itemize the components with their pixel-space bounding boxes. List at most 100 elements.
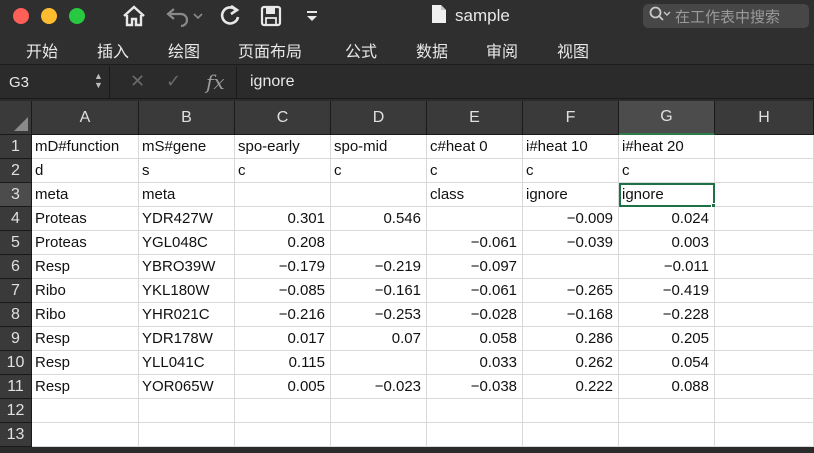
cell-e13[interactable] <box>427 423 523 447</box>
cell-a10[interactable]: Resp <box>32 351 139 375</box>
cell-g5[interactable]: 0.003 <box>619 231 715 255</box>
cell-a1[interactable]: mD#function <box>32 135 139 159</box>
cell-e10[interactable]: 0.033 <box>427 351 523 375</box>
cell-h6[interactable] <box>715 255 814 279</box>
tab-formulas[interactable]: 公式 <box>345 42 378 61</box>
cell-f11[interactable]: 0.222 <box>523 375 619 399</box>
tab-view[interactable]: 视图 <box>557 42 590 61</box>
cell-e6[interactable]: −0.097 <box>427 255 523 279</box>
cell-a6[interactable]: Resp <box>32 255 139 279</box>
cell-b4[interactable]: YDR427W <box>139 207 235 231</box>
cell-h9[interactable] <box>715 327 814 351</box>
cell-b2[interactable]: s <box>139 159 235 183</box>
cell-c4[interactable]: 0.301 <box>235 207 331 231</box>
sheet-search-box[interactable]: 在工作表中搜索 <box>643 4 809 28</box>
zoom-window-button[interactable] <box>69 8 85 24</box>
cell-d9[interactable]: 0.07 <box>331 327 427 351</box>
cell-c1[interactable]: spo-early <box>235 135 331 159</box>
cell-d4[interactable]: 0.546 <box>331 207 427 231</box>
cell-e7[interactable]: −0.061 <box>427 279 523 303</box>
cell-d6[interactable]: −0.219 <box>331 255 427 279</box>
cell-a8[interactable]: Ribo <box>32 303 139 327</box>
search-input[interactable]: 在工作表中搜索 <box>675 7 781 26</box>
column-header-f[interactable]: F <box>523 101 619 135</box>
column-header-a[interactable]: A <box>32 101 139 135</box>
cell-a12[interactable] <box>32 399 139 423</box>
row-header-13[interactable]: 13 <box>0 423 32 447</box>
tab-insert[interactable]: 插入 <box>97 42 130 61</box>
cell-f7[interactable]: −0.265 <box>523 279 619 303</box>
cell-b8[interactable]: YHR021C <box>139 303 235 327</box>
cell-a3[interactable]: meta <box>32 183 139 207</box>
cell-f13[interactable] <box>523 423 619 447</box>
cell-d8[interactable]: −0.253 <box>331 303 427 327</box>
cell-h12[interactable] <box>715 399 814 423</box>
column-header-g[interactable]: G <box>619 101 715 135</box>
minimize-window-button[interactable] <box>41 8 57 24</box>
column-header-h[interactable]: H <box>715 101 814 135</box>
cell-f10[interactable]: 0.262 <box>523 351 619 375</box>
cell-d12[interactable] <box>331 399 427 423</box>
cell-d3[interactable] <box>331 183 427 207</box>
cell-g1[interactable]: i#heat 20 <box>619 135 715 159</box>
row-header-11[interactable]: 11 <box>0 375 32 399</box>
cell-c11[interactable]: 0.005 <box>235 375 331 399</box>
cell-b6[interactable]: YBRO39W <box>139 255 235 279</box>
cell-f1[interactable]: i#heat 10 <box>523 135 619 159</box>
select-all-corner[interactable] <box>0 101 32 135</box>
cell-d5[interactable] <box>331 231 427 255</box>
customize-toolbar-icon[interactable] <box>302 3 322 29</box>
cell-f12[interactable] <box>523 399 619 423</box>
cell-c6[interactable]: −0.179 <box>235 255 331 279</box>
cell-b7[interactable]: YKL180W <box>139 279 235 303</box>
cell-c9[interactable]: 0.017 <box>235 327 331 351</box>
cell-c2[interactable]: c <box>235 159 331 183</box>
row-header-9[interactable]: 9 <box>0 327 32 351</box>
cell-g6[interactable]: −0.011 <box>619 255 715 279</box>
cell-a13[interactable] <box>32 423 139 447</box>
undo-icon[interactable] <box>163 3 203 29</box>
cell-a2[interactable]: d <box>32 159 139 183</box>
cell-g4[interactable]: 0.024 <box>619 207 715 231</box>
cell-b1[interactable]: mS#gene <box>139 135 235 159</box>
cell-d10[interactable] <box>331 351 427 375</box>
row-header-7[interactable]: 7 <box>0 279 32 303</box>
cell-e8[interactable]: −0.028 <box>427 303 523 327</box>
cell-e1[interactable]: c#heat 0 <box>427 135 523 159</box>
cell-h7[interactable] <box>715 279 814 303</box>
column-header-c[interactable]: C <box>235 101 331 135</box>
row-header-8[interactable]: 8 <box>0 303 32 327</box>
column-header-d[interactable]: D <box>331 101 427 135</box>
cell-h3[interactable] <box>715 183 814 207</box>
cell-a9[interactable]: Resp <box>32 327 139 351</box>
cell-b9[interactable]: YDR178W <box>139 327 235 351</box>
cell-e5[interactable]: −0.061 <box>427 231 523 255</box>
tab-page-layout[interactable]: 页面布局 <box>238 42 303 61</box>
close-window-button[interactable] <box>13 8 29 24</box>
save-icon[interactable] <box>258 3 284 29</box>
cell-g7[interactable]: −0.419 <box>619 279 715 303</box>
cell-b12[interactable] <box>139 399 235 423</box>
cell-c5[interactable]: 0.208 <box>235 231 331 255</box>
cell-g10[interactable]: 0.054 <box>619 351 715 375</box>
row-header-3[interactable]: 3 <box>0 183 32 207</box>
row-header-6[interactable]: 6 <box>0 255 32 279</box>
cell-c13[interactable] <box>235 423 331 447</box>
cell-c3[interactable] <box>235 183 331 207</box>
cancel-icon[interactable]: ✕ <box>130 71 146 91</box>
cell-reference[interactable]: G3 <box>9 74 30 91</box>
cell-c10[interactable]: 0.115 <box>235 351 331 375</box>
column-header-e[interactable]: E <box>427 101 523 135</box>
cell-b10[interactable]: YLL041C <box>139 351 235 375</box>
cell-f8[interactable]: −0.168 <box>523 303 619 327</box>
cell-d13[interactable] <box>331 423 427 447</box>
cell-g9[interactable]: 0.205 <box>619 327 715 351</box>
cell-e12[interactable] <box>427 399 523 423</box>
cell-c12[interactable] <box>235 399 331 423</box>
cell-d1[interactable]: spo-mid <box>331 135 427 159</box>
cell-g12[interactable] <box>619 399 715 423</box>
cell-h13[interactable] <box>715 423 814 447</box>
cell-e9[interactable]: 0.058 <box>427 327 523 351</box>
cell-d11[interactable]: −0.023 <box>331 375 427 399</box>
cell-g8[interactable]: −0.228 <box>619 303 715 327</box>
